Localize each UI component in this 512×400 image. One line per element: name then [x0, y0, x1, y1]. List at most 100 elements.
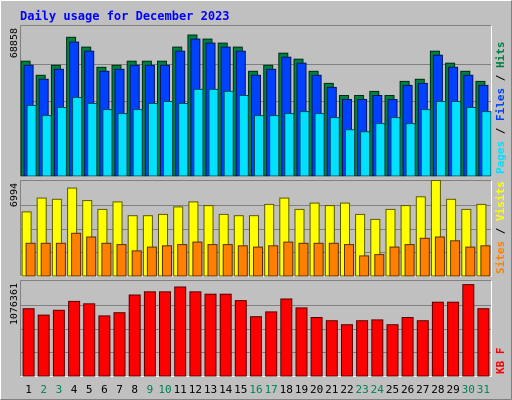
bar-pages-day-19 — [299, 111, 310, 177]
bar-pages-day-7 — [117, 113, 128, 177]
bar-kb-f-day-20 — [310, 317, 323, 377]
bar-sites-day-7 — [116, 244, 127, 277]
bar-sites-day-24 — [374, 254, 385, 277]
visits-sites-panel — [20, 180, 492, 277]
day-label-10: 10 — [158, 383, 171, 396]
chart-title: Daily usage for December 2023 — [20, 9, 230, 23]
bar-sites-day-3 — [55, 242, 66, 277]
bar-sites-day-18 — [283, 241, 294, 277]
legend-panel-0: Pages / Files / Hits — [494, 42, 507, 175]
bar-sites-day-21 — [328, 242, 339, 277]
legend-separator: / — [494, 121, 507, 141]
bar-kb-f-day-1 — [22, 308, 35, 377]
bar-sites-day-30 — [465, 246, 476, 277]
bar-pages-day-10 — [163, 101, 173, 177]
bar-pages-day-22 — [345, 129, 355, 177]
bar-pages-day-11 — [178, 103, 189, 177]
bar-sites-day-5 — [86, 236, 97, 277]
bar-kb-f-day-15 — [234, 300, 247, 377]
bar-sites-day-25 — [389, 246, 400, 277]
bar-kb-f-day-27 — [416, 320, 429, 377]
legend-panel-1: Sites / Visits — [494, 181, 507, 274]
bar-sites-day-26 — [404, 244, 415, 277]
bar-pages-day-18 — [284, 113, 295, 177]
bar-pages-day-16 — [254, 115, 264, 177]
kbytes-panel — [20, 280, 492, 377]
bar-sites-day-23 — [359, 255, 370, 277]
panel-1-ymax-label: 6994 — [9, 183, 20, 207]
bar-pages-day-29 — [451, 101, 462, 177]
day-label-13: 13 — [204, 383, 217, 396]
legend-hits: Hits — [494, 42, 507, 69]
bar-kb-f-day-16 — [250, 316, 262, 377]
bar-sites-day-8 — [131, 250, 142, 277]
day-label-8: 8 — [131, 383, 138, 396]
bar-pages-day-21 — [329, 117, 340, 177]
day-label-27: 27 — [416, 383, 429, 396]
day-label-28: 28 — [431, 383, 444, 396]
bar-sites-day-12 — [192, 241, 203, 277]
bar-pages-day-5 — [87, 103, 98, 177]
bar-kb-f-day-22 — [341, 324, 353, 377]
day-label-4: 4 — [71, 383, 78, 396]
bar-kb-f-day-4 — [68, 300, 81, 377]
bar-pages-day-6 — [102, 109, 113, 177]
day-label-7: 7 — [116, 383, 123, 396]
bar-pages-day-25 — [390, 117, 401, 177]
bar-pages-day-30 — [466, 107, 477, 177]
legend-separator: / — [494, 68, 507, 88]
x-axis-day-labels: 1 2 3 4 5 6 7 8 9 10 11 12 13 14 15 16 17 18 19 20 21 22 23 24 2… — [25, 383, 490, 396]
bar-sites-day-16 — [253, 246, 263, 277]
bar-kb-f-day-14 — [219, 293, 232, 377]
bar-sites-day-10 — [162, 245, 172, 277]
bar-kb-f-day-8 — [128, 294, 141, 377]
bar-sites-day-6 — [101, 242, 112, 277]
bar-kb-f-day-7 — [113, 312, 126, 377]
bar-pages-day-12 — [193, 88, 204, 177]
bar-pages-day-1 — [26, 105, 37, 177]
bar-kb-f-day-25 — [386, 324, 399, 377]
bar-sites-day-28 — [434, 236, 445, 277]
day-label-12: 12 — [189, 383, 202, 396]
day-label-19: 19 — [295, 383, 308, 396]
day-label-5: 5 — [86, 383, 93, 396]
bar-kb-f-day-31 — [477, 308, 490, 377]
bar-pages-day-3 — [56, 107, 67, 177]
bar-pages-day-13 — [208, 88, 219, 177]
panel-2-ymax-label: 1076361 — [9, 283, 20, 325]
day-label-20: 20 — [310, 383, 323, 396]
day-label-31: 31 — [477, 383, 490, 396]
bar-pages-day-24 — [375, 123, 386, 177]
bar-sites-day-15 — [237, 245, 248, 277]
bar-kb-f-day-12 — [189, 291, 202, 377]
bar-pages-day-15 — [238, 95, 249, 177]
bar-pages-day-31 — [481, 111, 492, 177]
bar-sites-day-31 — [480, 245, 491, 277]
legend-files: Files — [494, 88, 507, 121]
bar-pages-day-20 — [314, 113, 325, 177]
legend-sites: Sites — [494, 241, 507, 274]
bar-pages-day-26 — [405, 123, 416, 177]
bar-pages-day-23 — [360, 131, 371, 177]
day-label-30: 30 — [462, 383, 475, 396]
bar-sites-day-4 — [71, 232, 82, 277]
bar-kb-f-day-11 — [174, 286, 187, 377]
day-label-9: 9 — [147, 383, 154, 396]
bar-pages-day-27 — [420, 109, 431, 177]
day-label-14: 14 — [219, 383, 233, 396]
legend-panel-2: KB F — [494, 348, 507, 375]
bar-kb-f-day-17 — [265, 311, 278, 377]
day-label-18: 18 — [280, 383, 293, 396]
bar-kb-f-day-23 — [356, 320, 369, 377]
day-label-23: 23 — [355, 383, 368, 396]
bar-sites-day-1 — [25, 242, 36, 277]
bar-sites-day-20 — [313, 242, 324, 277]
bar-sites-day-13 — [207, 244, 218, 277]
day-label-29: 29 — [446, 383, 459, 396]
bar-sites-day-29 — [450, 240, 461, 277]
bar-pages-day-28 — [435, 101, 446, 177]
day-label-2: 2 — [40, 383, 47, 396]
bar-kb-f-day-24 — [371, 319, 384, 377]
bar-kb-f-day-6 — [98, 315, 111, 377]
